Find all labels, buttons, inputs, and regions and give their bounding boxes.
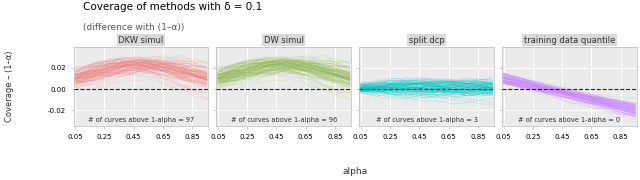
Text: (difference with (1–α)): (difference with (1–α)) (83, 23, 184, 32)
Title: split dcp: split dcp (409, 36, 445, 45)
Title: DKW simul: DKW simul (118, 36, 164, 45)
Text: # of curves above 1-alpha = 3: # of curves above 1-alpha = 3 (376, 117, 477, 123)
Text: Coverage – (1–α): Coverage – (1–α) (5, 51, 14, 122)
Text: # of curves above 1-alpha = 0: # of curves above 1-alpha = 0 (518, 117, 621, 123)
Text: # of curves above 1-alpha = 97: # of curves above 1-alpha = 97 (88, 117, 194, 123)
Title: training data quantile: training data quantile (524, 36, 615, 45)
Text: alpha: alpha (342, 167, 368, 176)
Title: DW simul: DW simul (264, 36, 304, 45)
Text: Coverage of methods with δ = 0.1: Coverage of methods with δ = 0.1 (83, 2, 262, 12)
Text: # of curves above 1-alpha = 96: # of curves above 1-alpha = 96 (230, 117, 337, 123)
